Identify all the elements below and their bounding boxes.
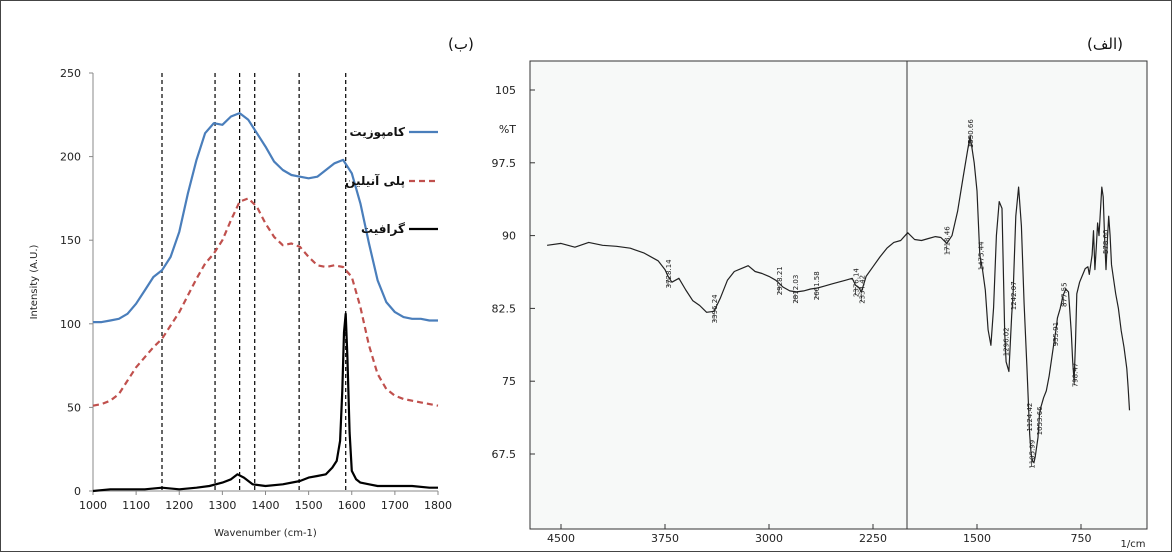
ftir-y-tick-label: 105 (495, 84, 516, 97)
y-axis-title: Intensity (A.U.) (29, 244, 40, 319)
x-tick-label: 1000 (79, 499, 107, 512)
ftir-peak-label: 1053.66 (1036, 406, 1044, 435)
ftir-x-tick-label: 750 (1071, 532, 1092, 545)
x-tick-label: 1300 (208, 499, 236, 512)
x-tick-label: 1200 (165, 499, 193, 512)
ftir-x-tick-label: 4500 (547, 532, 575, 545)
ftir-x-tick-label: 3000 (755, 532, 783, 545)
ftir-peak-label: 2376.14 (853, 268, 861, 297)
ftir-y-tick-label: 75 (502, 375, 516, 388)
series-line-3 (92, 312, 438, 493)
ftir-peak-label: 3396.24 (711, 294, 719, 323)
x-tick-label: 1800 (424, 499, 452, 512)
ftir-plot-frame (529, 60, 1148, 530)
y-tick-label: 50 (67, 401, 81, 414)
x-tick-label: 1500 (295, 499, 323, 512)
ftir-x-tick-label: 1500 (963, 532, 991, 545)
ftir-y-axis-title: %T (499, 123, 516, 136)
ftir-y-tick-label: 67.5 (492, 448, 517, 461)
ftir-peak-label: 1124.42 (1026, 403, 1034, 432)
y-tick-label: 200 (60, 151, 81, 164)
ftir-peak-label: 2928.21 (776, 266, 784, 295)
ftir-peak-label: 1242.07 (1010, 281, 1018, 310)
ftir-x-tick-label: 3750 (651, 532, 679, 545)
ftir-x-tick-label: 2250 (859, 532, 887, 545)
ftir-x-axis-title: 1/cm (1121, 539, 1146, 550)
ftir-peak-label: 1105.99 (1029, 440, 1037, 469)
ftir-spectrum-line (547, 135, 1131, 464)
y-tick-label: 150 (60, 234, 81, 247)
x-tick-label: 1100 (122, 499, 150, 512)
ftir-peak-label: 1718.46 (944, 226, 952, 255)
x-tick-label: 1600 (338, 499, 366, 512)
ftir-y-tick-label: 97.5 (492, 157, 517, 170)
ftir-peak-label: 1475.44 (977, 241, 985, 270)
legend-label-3: گرافیت (361, 222, 405, 236)
legend-label-1: کامپوزیت (350, 125, 405, 140)
y-tick-label: 0 (74, 485, 81, 498)
panel-label-a: (الف) (1087, 35, 1123, 53)
y-tick-label: 250 (60, 67, 81, 80)
ftir-peak-label: 1296.02 (1002, 327, 1010, 356)
ftir-y-tick-label: 90 (502, 230, 516, 243)
series-line-2 (92, 197, 439, 407)
x-tick-label: 1400 (252, 499, 280, 512)
ftir-peak-label: 798.47 (1071, 363, 1079, 388)
ftir-peak-label: 2812.03 (792, 275, 800, 304)
ftir-peak-label: 578.60 (1102, 230, 1110, 255)
raman-chart: 0 50 100 150 200 250 1000 1100 1200 1300 1400 1500 1… (29, 67, 452, 539)
ftir-peak-label: 1550.66 (967, 119, 975, 148)
legend-label-2: پلی آنیلین (345, 173, 405, 188)
series-line-1 (93, 111, 438, 324)
ftir-peak-label: 877.55 (1060, 282, 1068, 307)
y-tick-label: 100 (60, 318, 81, 331)
x-axis-title: Wavenumber (cm-1) (214, 528, 317, 539)
x-tick-label: 1700 (381, 499, 409, 512)
ftir-peak-label: 2334.42 (858, 275, 866, 304)
panel-label-b: (ب) (448, 35, 474, 53)
ftir-peak-label: 935.91 (1052, 322, 1060, 347)
ftir-y-tick-label: 82.5 (492, 302, 517, 315)
ftir-peak-label: 2661.58 (813, 271, 821, 300)
ftir-peak-label: 3728.14 (665, 259, 673, 288)
